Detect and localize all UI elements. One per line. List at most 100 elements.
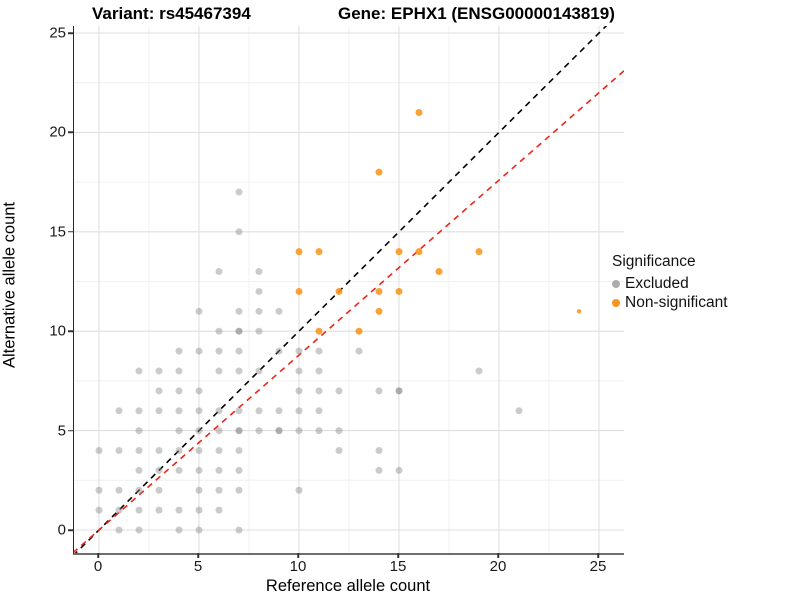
data-point-excluded — [255, 327, 263, 335]
data-point-excluded — [135, 367, 143, 375]
data-point-excluded — [175, 387, 183, 395]
data-point-excluded — [115, 506, 123, 514]
variant-title: Variant: rs45467394 — [92, 4, 251, 23]
data-point-non-significant — [435, 268, 443, 276]
data-point-excluded — [235, 188, 243, 196]
data-point-excluded — [235, 407, 243, 415]
x-tick-label: 5 — [193, 558, 203, 575]
legend-title: Significance — [612, 253, 696, 270]
data-point-non-significant — [415, 248, 423, 256]
y-axis-title: Alternative allele count — [0, 201, 19, 369]
data-point-excluded — [135, 427, 143, 435]
data-point-excluded — [175, 367, 183, 375]
data-point-excluded — [395, 466, 403, 474]
data-point-excluded — [215, 506, 223, 514]
data-point-excluded — [115, 526, 123, 534]
data-point-excluded — [315, 387, 323, 395]
legend-item-nonsignificant: Non-significant — [612, 293, 728, 312]
data-point-excluded — [335, 446, 343, 454]
data-point-excluded — [195, 387, 203, 395]
y-tick-mark — [68, 32, 73, 34]
data-point-excluded — [315, 407, 323, 415]
data-point-excluded — [235, 347, 243, 355]
data-point-excluded — [95, 506, 103, 514]
y-tick-mark — [68, 231, 73, 233]
data-point-non-significant — [335, 287, 343, 295]
data-point-excluded — [135, 466, 143, 474]
data-point-excluded — [235, 427, 243, 435]
gene-title: Gene: EPHX1 (ENSG00000143819) — [338, 4, 615, 23]
data-point-non-significant — [375, 307, 383, 315]
x-tick-label: 10 — [289, 558, 307, 575]
data-point-excluded — [155, 407, 163, 415]
data-point-excluded — [375, 466, 383, 474]
data-point-excluded — [95, 486, 103, 494]
data-point-excluded — [295, 367, 303, 375]
expected-ratio-line — [74, 69, 624, 553]
data-point-excluded — [175, 347, 183, 355]
data-point-excluded — [155, 367, 163, 375]
y-tick-label: 20 — [49, 123, 66, 141]
x-tick-mark — [297, 553, 299, 558]
data-point-excluded — [155, 446, 163, 454]
data-point-excluded — [135, 446, 143, 454]
legend-item-excluded: Excluded — [612, 274, 728, 293]
data-point-excluded — [95, 446, 103, 454]
data-point-excluded — [235, 327, 243, 335]
data-point-excluded — [175, 446, 183, 454]
data-point-excluded — [235, 367, 243, 375]
data-point-excluded — [475, 367, 483, 375]
data-point-excluded — [195, 526, 203, 534]
data-point-excluded — [215, 367, 223, 375]
data-point-excluded — [235, 486, 243, 494]
data-point-excluded — [315, 367, 323, 375]
data-point-excluded — [335, 387, 343, 395]
data-point-excluded — [195, 427, 203, 435]
data-point-excluded — [235, 526, 243, 534]
data-point-excluded — [175, 427, 183, 435]
x-axis-title: Reference allele count — [265, 577, 431, 595]
data-point-excluded — [235, 327, 243, 335]
data-point-excluded — [115, 446, 123, 454]
data-point-excluded — [295, 486, 303, 494]
data-point-excluded — [215, 427, 223, 435]
data-point-excluded — [295, 347, 303, 355]
data-point-excluded — [215, 327, 223, 335]
data-point-excluded — [115, 486, 123, 494]
data-point-excluded — [215, 268, 223, 276]
data-point-excluded — [135, 407, 143, 415]
data-point-non-significant — [395, 248, 403, 256]
data-point-excluded — [255, 367, 263, 375]
data-point-excluded — [255, 407, 263, 415]
data-point-excluded — [335, 427, 343, 435]
x-tick-label: 15 — [389, 558, 407, 575]
excluded-point-icon — [612, 279, 620, 288]
data-point-excluded — [235, 466, 243, 474]
data-point-excluded — [215, 407, 223, 415]
data-point-non-significant — [315, 327, 323, 335]
data-point-non-significant — [375, 287, 383, 295]
x-tick-mark — [597, 553, 599, 558]
data-point-non-significant — [415, 109, 423, 117]
legend-label-excluded: Excluded — [625, 274, 689, 292]
y-tick-mark — [68, 529, 73, 531]
data-point-excluded — [295, 427, 303, 435]
data-point-excluded — [255, 287, 263, 295]
plot-panel — [73, 26, 624, 555]
data-point-excluded — [235, 307, 243, 315]
data-point-non-significant — [395, 287, 403, 295]
data-point-excluded — [135, 506, 143, 514]
data-point-excluded — [215, 446, 223, 454]
x-tick-mark — [497, 553, 499, 558]
data-point-excluded — [175, 526, 183, 534]
data-point-excluded — [195, 486, 203, 494]
data-point-excluded — [275, 427, 283, 435]
data-point-excluded — [275, 307, 283, 315]
y-tick-label: 25 — [49, 24, 66, 42]
data-point-excluded — [295, 387, 303, 395]
data-point-excluded — [215, 486, 223, 494]
y-tick-mark — [68, 131, 73, 134]
data-point-excluded — [195, 347, 203, 355]
data-point-excluded — [315, 427, 323, 435]
